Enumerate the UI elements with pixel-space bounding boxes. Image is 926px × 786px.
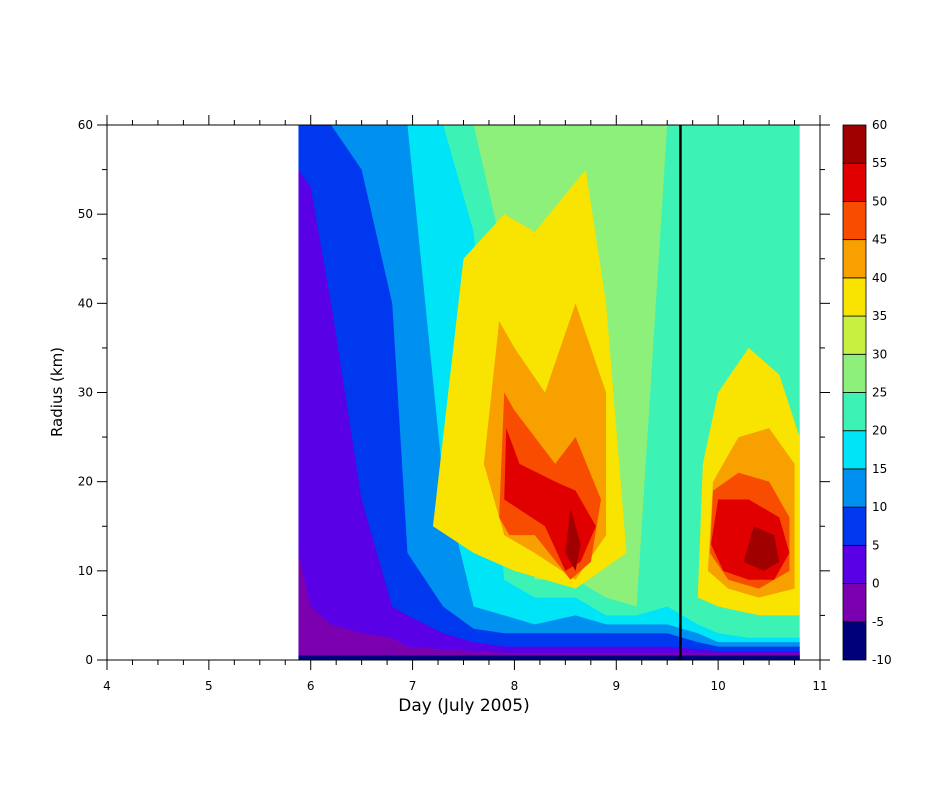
colorbar-label: 0 xyxy=(872,577,880,591)
x-tick-label: 11 xyxy=(812,679,827,693)
y-tick-label: 50 xyxy=(78,207,93,221)
plot-axes: 4 5 6 7 8 9 10 11 0 10 20 30 40 50 60 xyxy=(78,115,830,693)
colorbar-label: 5 xyxy=(872,538,880,552)
y-tick-label: 0 xyxy=(85,653,93,667)
colorbar-label: 40 xyxy=(872,271,887,285)
x-tick-label: 5 xyxy=(205,679,213,693)
colorbar-swatch xyxy=(842,315,867,355)
colorbar-swatch xyxy=(842,468,867,508)
x-tick-label: 6 xyxy=(307,679,315,693)
colorbar-swatch xyxy=(842,277,867,317)
colorbar-swatch xyxy=(842,239,867,279)
warm-region-4 xyxy=(565,508,581,571)
colorbar-label: 25 xyxy=(872,386,887,400)
y-tick-label: 30 xyxy=(78,386,93,400)
contour-band--10 xyxy=(298,655,800,660)
y-tick-label: 20 xyxy=(78,475,93,489)
contour-fill-layer xyxy=(298,125,800,661)
contour-band-0 xyxy=(298,169,800,661)
x-axis-title: Day (July 2005) xyxy=(398,696,529,716)
x-tick-label: 4 xyxy=(103,679,111,693)
x-tick-label: 9 xyxy=(612,679,620,693)
colorbar-swatch xyxy=(842,583,867,623)
x-tick-label: 8 xyxy=(511,679,519,693)
colorbar-swatch xyxy=(842,544,867,584)
colorbar-label: 45 xyxy=(872,233,887,247)
colorbar-label: 60 xyxy=(872,118,887,132)
colorbar-label: 20 xyxy=(872,424,887,438)
colorbar-swatch xyxy=(842,162,867,202)
x-tick-label: 7 xyxy=(409,679,417,693)
y-tick-label: 60 xyxy=(78,118,93,132)
colorbar-swatch xyxy=(842,392,867,432)
colorbar-label: 15 xyxy=(872,462,887,476)
colorbar-swatch xyxy=(842,506,867,546)
contour-band--5 xyxy=(298,553,800,660)
colorbar-swatch xyxy=(842,124,867,164)
contour-band-10 xyxy=(298,125,800,660)
colorbar-swatch xyxy=(842,430,867,470)
colorbar-label: 55 xyxy=(872,156,887,170)
colorbar: -10 -5 0 5 10 15 20 25 30 35 40 45 50 55 60 xyxy=(842,118,892,667)
colorbar-swatch xyxy=(842,353,867,393)
colorbar-label: -10 xyxy=(872,653,892,667)
y-tick-label: 40 xyxy=(78,296,93,310)
colorbar-label: 30 xyxy=(872,347,887,361)
x-tick-label: 10 xyxy=(711,679,726,693)
colorbar-label: 35 xyxy=(872,309,887,323)
colorbar-swatch xyxy=(842,201,867,241)
y-tick-label: 10 xyxy=(78,564,93,578)
y-axis-title: Radius (km) xyxy=(48,347,66,437)
warm-region-9 xyxy=(743,526,780,571)
colorbar-label: -5 xyxy=(872,615,884,629)
colorbar-label: 10 xyxy=(872,500,887,514)
colorbar-label: 50 xyxy=(872,194,887,208)
colorbar-swatch xyxy=(842,621,867,661)
